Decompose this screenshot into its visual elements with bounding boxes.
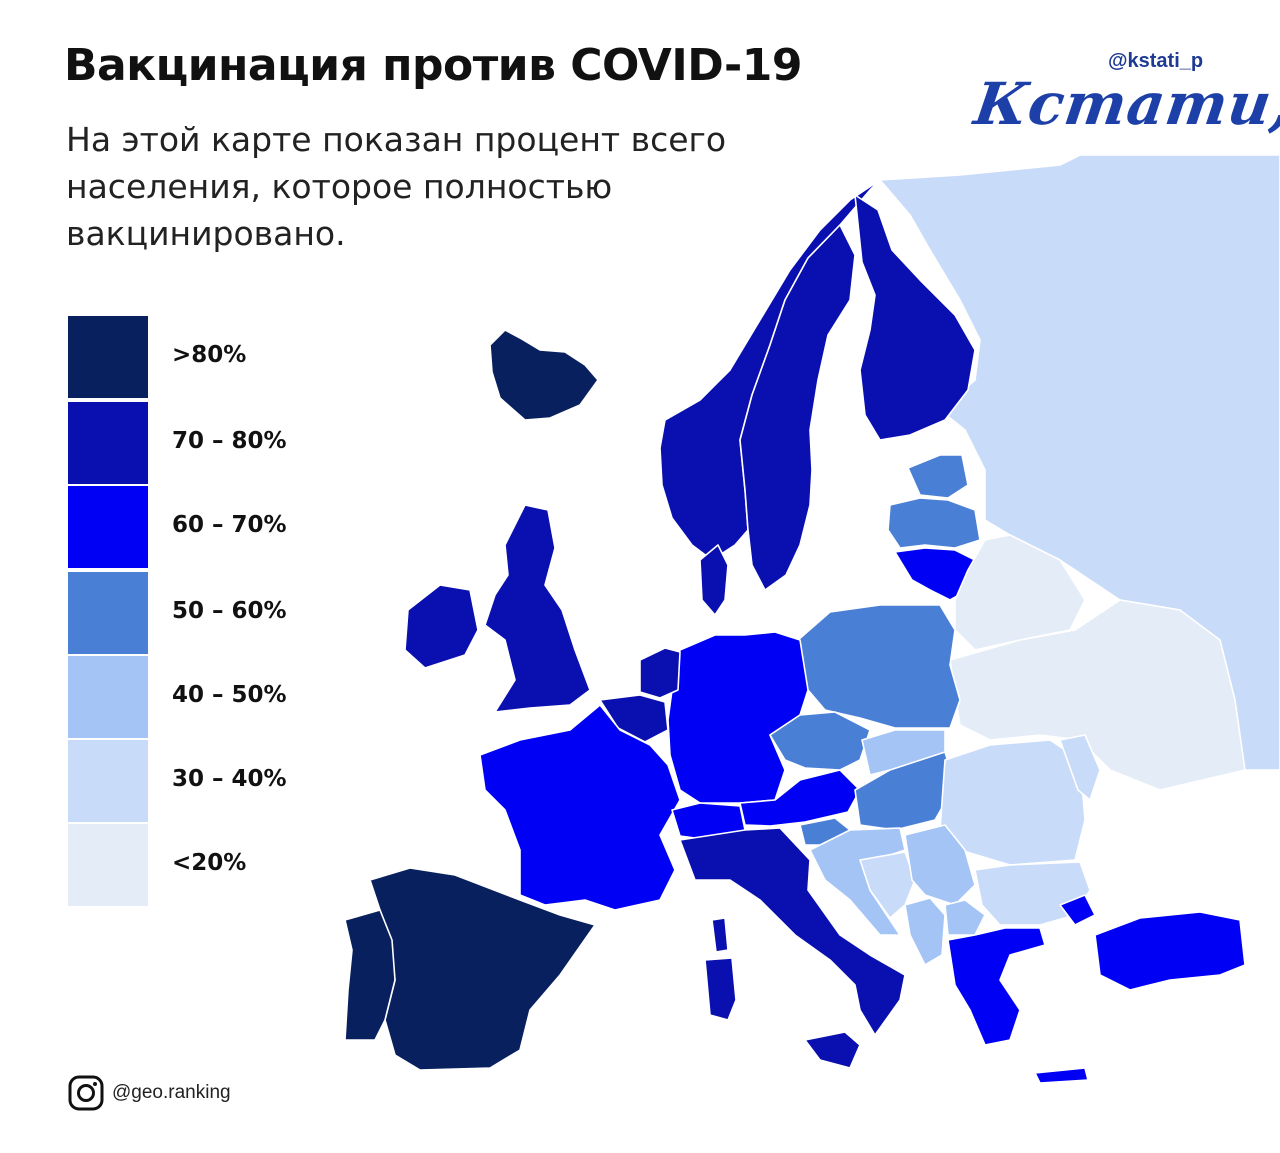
legend-label: <20% [172, 850, 247, 876]
credit-text: @geo.ranking [112, 1082, 231, 1103]
region-uk [484, 504, 591, 713]
region-latvia [887, 497, 981, 549]
legend-item-50-60: 50 – 60% [68, 572, 368, 654]
page-title: Вакцинация против COVID-19 [64, 40, 803, 91]
legend-label: 40 – 50% [172, 682, 287, 708]
region-denmark [699, 544, 729, 616]
region-ireland [404, 584, 479, 669]
region-sweden [739, 224, 856, 591]
region-crete [1034, 1067, 1089, 1084]
region-estonia [907, 454, 969, 499]
legend-item-over-80: >80% [68, 316, 368, 398]
region-moldova [1059, 734, 1101, 801]
region-france [479, 704, 681, 911]
legend-item-30-40: 30 – 40% [68, 740, 368, 822]
region-belarus [954, 534, 1086, 651]
region-greece [947, 927, 1046, 1046]
legend-swatch [68, 316, 148, 398]
legend-item-40-50: 40 – 50% [68, 656, 368, 738]
legend-label: 30 – 40% [172, 766, 287, 792]
region-italy [679, 827, 906, 1036]
legend-item-70-80: 70 – 80% [68, 402, 368, 484]
region-poland [797, 604, 961, 729]
legend-swatch [68, 572, 148, 654]
region-ukraine [949, 599, 1246, 791]
page-subtitle: На этой карте показан процент всего насе… [66, 120, 727, 253]
instagram-icon [68, 1075, 104, 1111]
region-finland [854, 194, 976, 441]
region-sardinia [704, 957, 737, 1021]
region-turkey [1094, 911, 1246, 991]
legend-item-60-70: 60 – 70% [68, 486, 368, 568]
legend-swatch [68, 740, 148, 822]
region-sicily [804, 1031, 861, 1069]
region-austria [739, 769, 861, 827]
legend-item-under-20: <20% [68, 824, 368, 906]
region-north-macedonia [944, 899, 986, 936]
legend-label: 70 – 80% [172, 428, 287, 454]
legend-label: 60 – 70% [172, 512, 287, 538]
region-portugal [344, 909, 396, 1041]
legend-swatch [68, 656, 148, 738]
legend-label: >80% [172, 342, 247, 368]
credit: @geo.ranking [68, 1075, 231, 1111]
region-serbia [904, 824, 976, 906]
region-montenegro-albania [904, 897, 946, 966]
legend-label: 50 – 60% [172, 598, 287, 624]
region-turkey-thrace [1059, 894, 1096, 926]
brand-handle: @kstati_p [1108, 50, 1204, 72]
legend-swatch [68, 486, 148, 568]
region-germany [667, 631, 809, 804]
legend-swatch [68, 824, 148, 906]
region-netherlands [639, 647, 681, 699]
legend-swatch [68, 402, 148, 484]
region-czechia [769, 711, 871, 771]
region-iceland [489, 329, 599, 421]
region-corsica [711, 917, 729, 953]
